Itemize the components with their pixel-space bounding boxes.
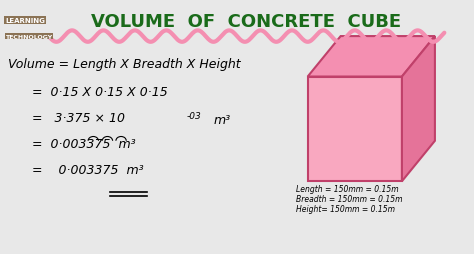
Text: VOLUME  OF  CONCRETE  CUBE: VOLUME OF CONCRETE CUBE: [91, 13, 401, 31]
Text: TECHNOLOGY: TECHNOLOGY: [5, 35, 53, 40]
Text: LEARNING: LEARNING: [5, 18, 45, 24]
Text: m³: m³: [213, 114, 230, 127]
Text: -03: -03: [187, 112, 201, 121]
Text: =    0·003375  m³: = 0·003375 m³: [32, 164, 144, 177]
Polygon shape: [308, 37, 435, 77]
Text: Volume = Length X Breadth X Height: Volume = Length X Breadth X Height: [9, 58, 241, 71]
Text: =  0·003375  m³: = 0·003375 m³: [32, 138, 136, 151]
Text: =  0·15 X 0·15 X 0·15: = 0·15 X 0·15 X 0·15: [32, 86, 168, 99]
Polygon shape: [402, 37, 435, 182]
Text: Length = 150mm = 0.15m
Breadth = 150mm = 0.15m
Height= 150mm = 0.15m: Length = 150mm = 0.15m Breadth = 150mm =…: [296, 184, 402, 214]
Text: =   3·375 × 10: = 3·375 × 10: [32, 112, 125, 125]
Polygon shape: [308, 77, 402, 182]
